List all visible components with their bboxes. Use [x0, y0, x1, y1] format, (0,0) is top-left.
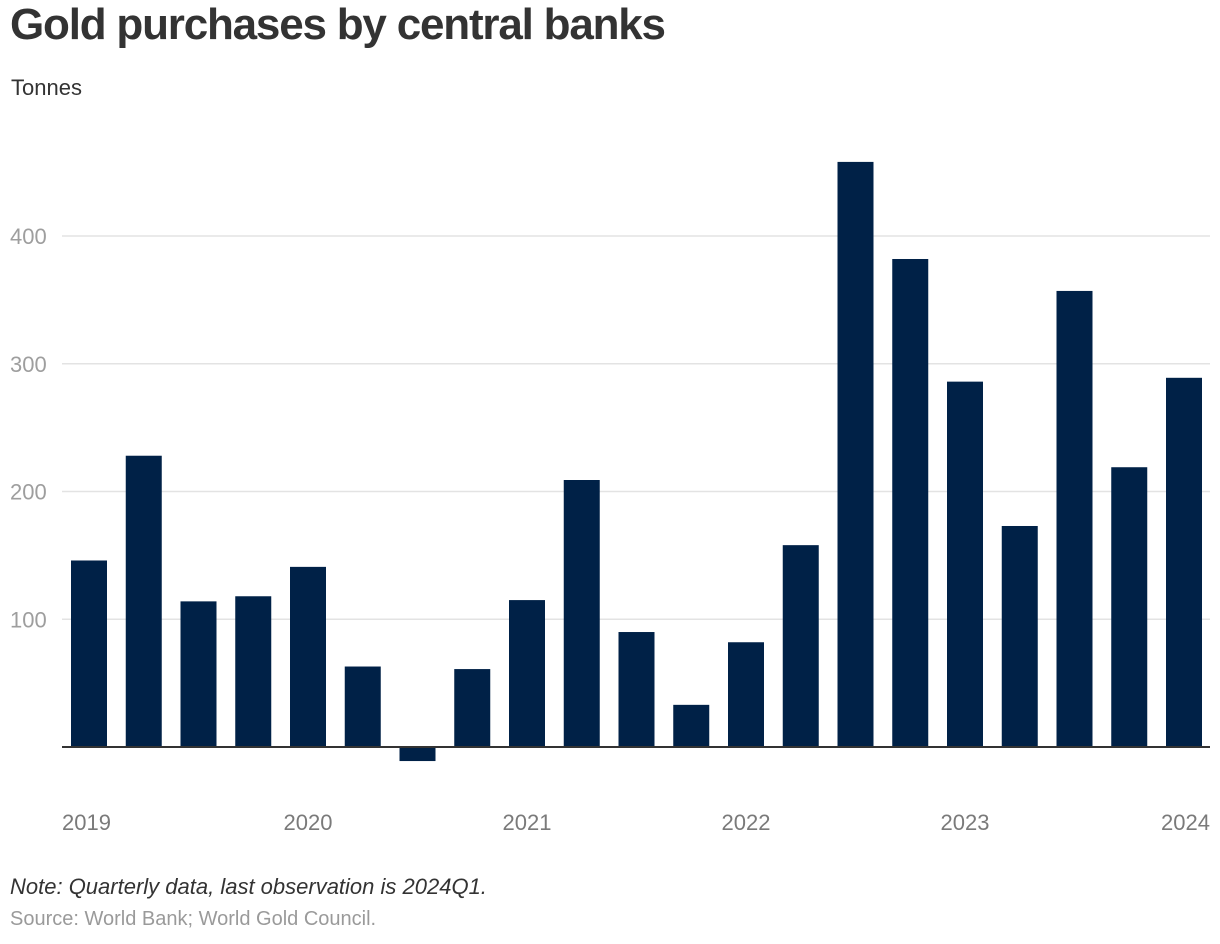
bar: [1166, 377, 1202, 747]
chart-note: Note: Quarterly data, last observation i…: [10, 874, 487, 899]
bar: [1111, 467, 1148, 747]
bar: [125, 455, 162, 747]
x-tick-label: 2019: [62, 810, 111, 835]
y-tick-label: 400: [10, 224, 47, 249]
bar: [947, 381, 983, 747]
bar: [290, 566, 326, 747]
x-tick-label: 2024: [1161, 810, 1210, 835]
y-tick-label: 300: [10, 352, 47, 377]
x-tick-label: 2020: [284, 810, 333, 835]
bar: [344, 666, 381, 747]
y-tick-label: 100: [10, 607, 47, 632]
y-tick-label: 200: [10, 480, 47, 505]
bar: [782, 545, 819, 747]
bar: [1056, 290, 1093, 747]
bar: [563, 480, 600, 747]
chart-title: Gold purchases by central banks: [10, 0, 666, 49]
chart-source: Source: World Bank; World Gold Council.: [10, 908, 377, 930]
bar: [618, 632, 655, 747]
bar: [399, 747, 436, 762]
bar: [180, 601, 217, 747]
bar: [1001, 525, 1038, 747]
x-tick-label: 2021: [503, 810, 552, 835]
bar: [892, 258, 929, 747]
bar: [509, 600, 545, 747]
bar: [71, 560, 107, 747]
bar: [235, 596, 272, 747]
bar: [728, 642, 764, 747]
x-tick-label: 2023: [941, 810, 990, 835]
bar: [673, 704, 710, 747]
bar: [454, 669, 491, 747]
chart-subtitle: Tonnes: [11, 75, 82, 100]
bar: [837, 161, 874, 747]
x-tick-label: 2022: [722, 810, 771, 835]
